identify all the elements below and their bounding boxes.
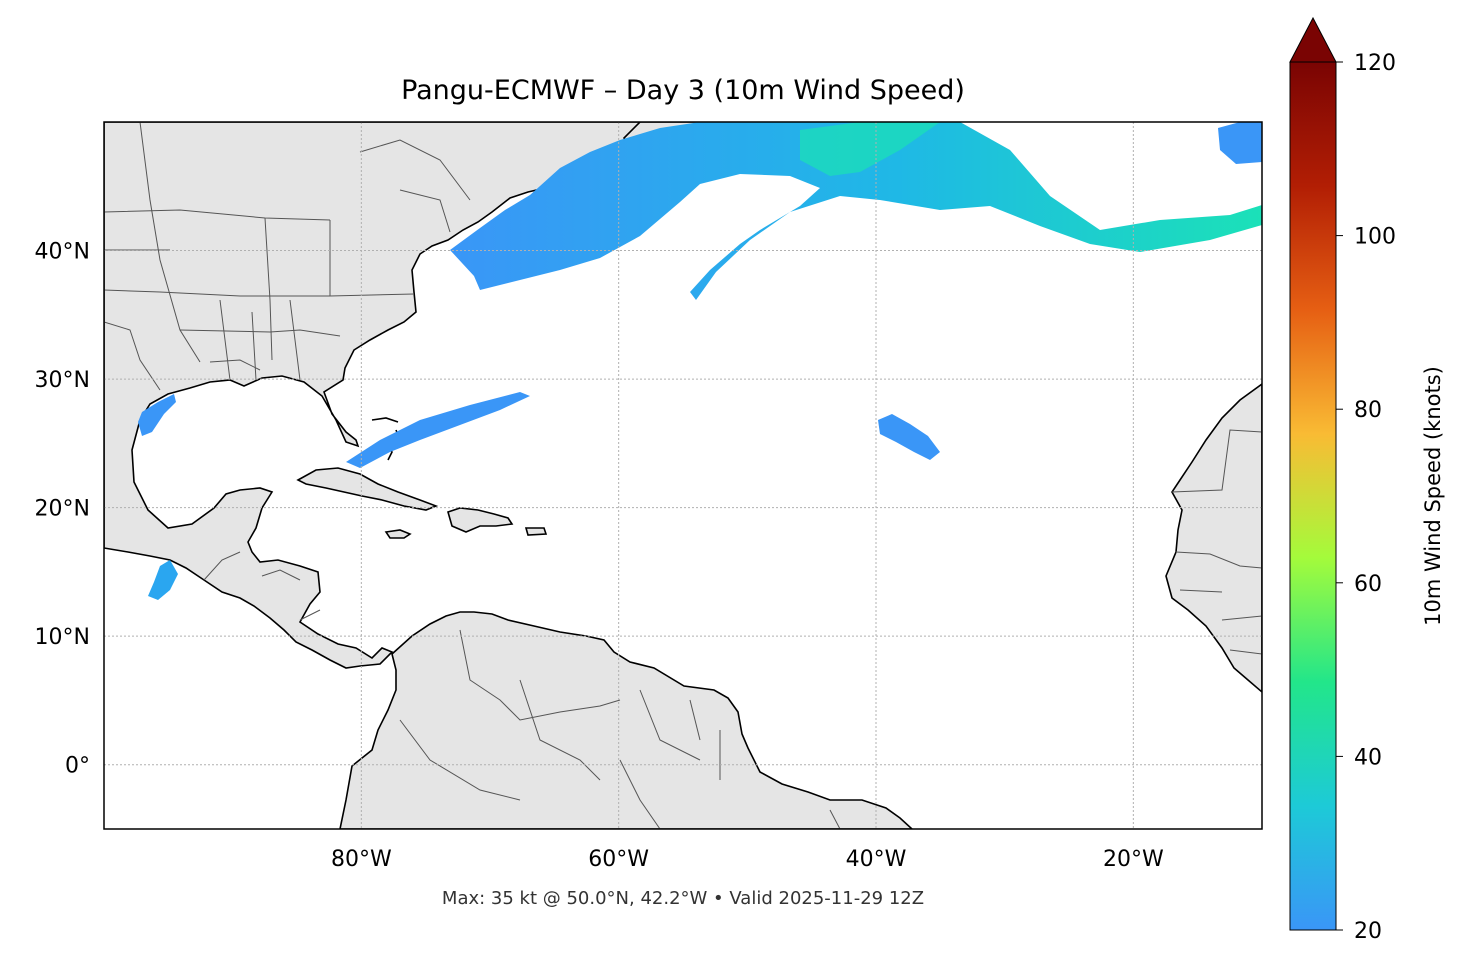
- colorbar-tick-label: 20: [1354, 919, 1382, 944]
- east-pacific-patch: [148, 560, 178, 600]
- colorbar-ticks: 20 40 60 80 100 120: [1336, 51, 1396, 944]
- hispaniola-island: [447, 507, 514, 533]
- colorbar-tick-label: 120: [1354, 51, 1396, 76]
- colorbar-gradient: [1289, 61, 1337, 931]
- latitude-ticks: 40°N 30°N 20°N 10°N 0°: [35, 240, 90, 779]
- lat-tick-label: 0°: [65, 754, 90, 779]
- north-america-landmass: [104, 122, 641, 669]
- lat-tick-label: 10°N: [35, 625, 90, 650]
- gulf-of-mexico-patch: [138, 394, 176, 436]
- jamaica-island: [384, 529, 412, 539]
- northeast-corner-patch: [1218, 122, 1262, 164]
- political-borders: [104, 122, 1262, 829]
- lat-tick-label: 20°N: [35, 497, 90, 522]
- colorbar: 20 40 60 80 100 120 10m Wind Speed (knots): [1289, 16, 1445, 944]
- subtropical-band: [346, 392, 530, 468]
- longitude-ticks: 80°W 60°W 40°W 20°W: [331, 847, 1164, 872]
- footer-caption: Max: 35 kt @ 50.0°N, 42.2°W • Valid 2025…: [442, 888, 924, 909]
- colorbar-tick-label: 100: [1354, 225, 1396, 250]
- wind-speed-field: [138, 122, 1262, 600]
- chart-title: Pangu-ECMWF – Day 3 (10m Wind Speed): [401, 75, 965, 106]
- central-atlantic-patch: [878, 414, 940, 460]
- jet-core: [800, 122, 940, 176]
- colorbar-extend-arrow: [1289, 16, 1337, 63]
- lon-tick-label: 20°W: [1103, 847, 1164, 872]
- colorbar-tick-label: 80: [1354, 398, 1382, 423]
- lon-tick-label: 60°W: [588, 847, 649, 872]
- lat-tick-label: 30°N: [35, 368, 90, 393]
- north-atlantic-jet-west: [450, 122, 1262, 300]
- lon-tick-label: 80°W: [331, 847, 392, 872]
- puerto-rico-island: [524, 527, 548, 536]
- colorbar-tick-label: 40: [1354, 745, 1382, 770]
- lat-tick-label: 40°N: [35, 240, 90, 265]
- cuba-island: [296, 467, 439, 511]
- colorbar-tick-label: 60: [1354, 572, 1382, 597]
- map-frame: [103, 121, 1263, 830]
- colorbar-label: 10m Wind Speed (knots): [1421, 366, 1445, 626]
- gridlines: [104, 122, 1262, 829]
- south-america-landmass: [339, 611, 914, 829]
- map-panel: [104, 122, 1262, 829]
- lon-tick-label: 40°W: [846, 847, 907, 872]
